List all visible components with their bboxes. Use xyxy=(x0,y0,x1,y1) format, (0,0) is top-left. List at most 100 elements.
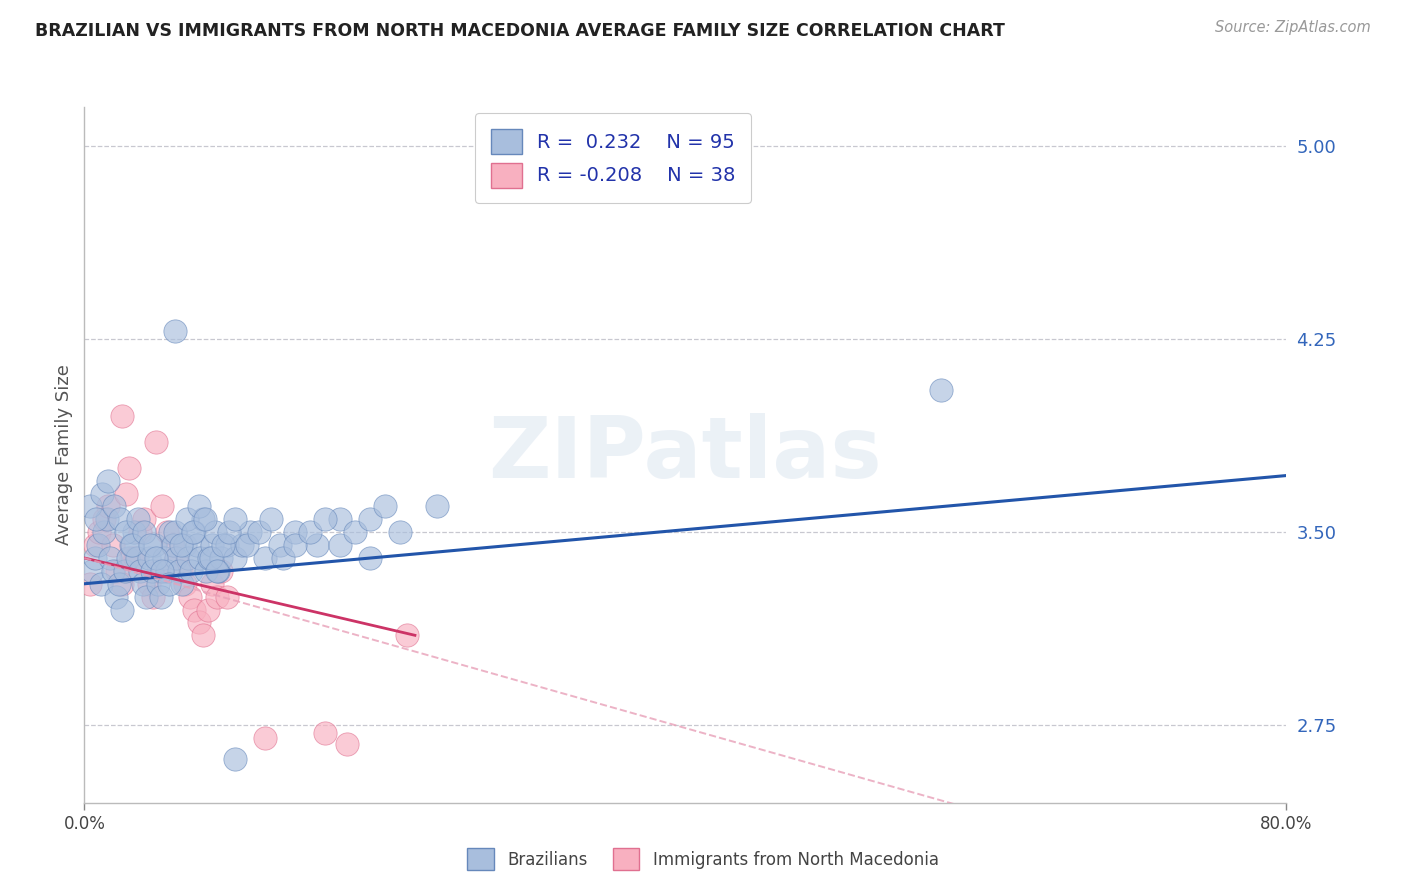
Text: Source: ZipAtlas.com: Source: ZipAtlas.com xyxy=(1215,20,1371,35)
Point xyxy=(167,564,190,578)
Point xyxy=(152,500,174,514)
Point xyxy=(111,409,134,424)
Point xyxy=(163,525,186,540)
Point xyxy=(145,435,167,450)
Point xyxy=(107,564,129,578)
Legend: R =  0.232    N = 95, R = -0.208    N = 38: R = 0.232 N = 95, R = -0.208 N = 38 xyxy=(475,113,751,203)
Point xyxy=(343,525,366,540)
Point xyxy=(224,752,246,766)
Point xyxy=(134,512,156,526)
Point xyxy=(336,737,359,751)
Point xyxy=(132,576,155,591)
Point xyxy=(157,576,180,591)
Point xyxy=(153,551,176,566)
Point xyxy=(160,538,183,552)
Point xyxy=(145,551,167,566)
Point xyxy=(174,538,197,552)
Point xyxy=(195,564,218,578)
Point xyxy=(146,576,169,591)
Text: ZIPatlas: ZIPatlas xyxy=(488,413,883,497)
Point xyxy=(115,525,138,540)
Point xyxy=(176,512,198,526)
Point xyxy=(129,525,152,540)
Point xyxy=(122,525,145,540)
Point xyxy=(103,500,125,514)
Point xyxy=(93,512,115,526)
Point xyxy=(180,564,202,578)
Point xyxy=(98,551,121,566)
Point xyxy=(271,551,294,566)
Point xyxy=(224,551,246,566)
Point xyxy=(253,551,276,566)
Point xyxy=(89,525,111,540)
Point xyxy=(284,538,307,552)
Point xyxy=(211,538,233,552)
Point xyxy=(205,564,228,578)
Point xyxy=(129,564,152,578)
Point xyxy=(101,538,124,552)
Point xyxy=(217,590,239,604)
Point xyxy=(141,564,163,578)
Point xyxy=(125,551,148,566)
Point xyxy=(124,551,146,566)
Point xyxy=(374,500,396,514)
Point xyxy=(83,538,105,552)
Point xyxy=(224,512,246,526)
Point xyxy=(115,486,138,500)
Point xyxy=(187,500,209,514)
Point xyxy=(146,564,169,578)
Point xyxy=(163,324,186,338)
Point xyxy=(269,538,291,552)
Point xyxy=(204,525,226,540)
Point xyxy=(201,576,224,591)
Point xyxy=(174,576,197,591)
Point xyxy=(97,500,120,514)
Point xyxy=(101,564,124,578)
Point xyxy=(307,538,329,552)
Point xyxy=(165,551,187,566)
Point xyxy=(97,474,120,488)
Point xyxy=(152,564,174,578)
Point xyxy=(329,538,352,552)
Point xyxy=(138,576,160,591)
Point xyxy=(253,731,276,746)
Text: BRAZILIAN VS IMMIGRANTS FROM NORTH MACEDONIA AVERAGE FAMILY SIZE CORRELATION CHA: BRAZILIAN VS IMMIGRANTS FROM NORTH MACED… xyxy=(35,22,1005,40)
Point xyxy=(329,512,352,526)
Point xyxy=(314,512,336,526)
Point xyxy=(284,525,307,540)
Point xyxy=(118,460,141,475)
Point xyxy=(110,512,132,526)
Point xyxy=(247,525,270,540)
Point xyxy=(139,538,162,552)
Point xyxy=(121,538,143,552)
Point xyxy=(388,525,411,540)
Point xyxy=(79,500,101,514)
Point xyxy=(93,525,115,540)
Point xyxy=(187,615,209,630)
Point xyxy=(150,590,173,604)
Point xyxy=(217,538,239,552)
Point xyxy=(170,576,193,591)
Point xyxy=(191,512,214,526)
Point xyxy=(162,538,184,552)
Point xyxy=(127,512,149,526)
Point xyxy=(359,512,381,526)
Point xyxy=(165,551,187,566)
Point xyxy=(218,525,240,540)
Point xyxy=(90,576,112,591)
Point xyxy=(198,551,221,566)
Point xyxy=(134,525,156,540)
Point xyxy=(138,551,160,566)
Point xyxy=(169,538,191,552)
Point xyxy=(235,538,257,552)
Point xyxy=(426,500,449,514)
Point xyxy=(114,564,136,578)
Point xyxy=(156,564,179,578)
Point xyxy=(260,512,283,526)
Point xyxy=(314,726,336,740)
Point xyxy=(159,525,181,540)
Point xyxy=(186,538,208,552)
Point xyxy=(111,602,134,616)
Point xyxy=(177,551,200,566)
Point xyxy=(104,590,127,604)
